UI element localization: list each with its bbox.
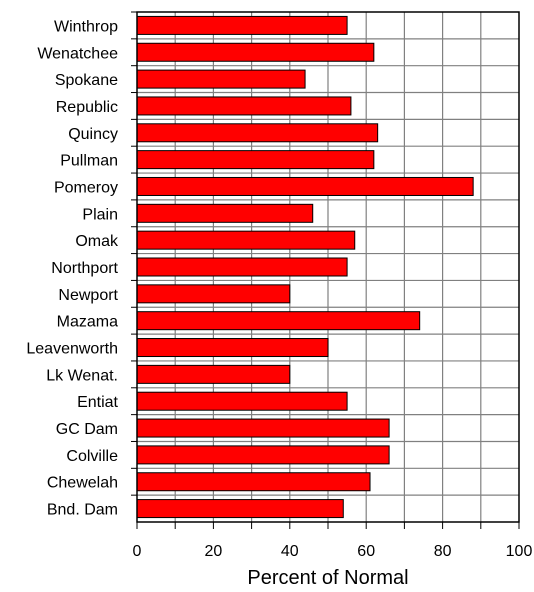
- bar: [136, 284, 291, 304]
- bar: [136, 257, 348, 277]
- bars: [136, 15, 474, 519]
- category-label: Northport: [51, 260, 118, 277]
- bar: [136, 15, 348, 35]
- x-axis-title: Percent of Normal: [247, 567, 408, 589]
- category-label: Quincy: [68, 126, 118, 143]
- category-label: Mazama: [57, 314, 118, 331]
- category-label: Republic: [56, 99, 118, 116]
- category-label: GC Dam: [56, 421, 118, 438]
- bar: [136, 123, 379, 143]
- category-label: Colville: [66, 448, 118, 465]
- bar: [136, 230, 356, 250]
- category-label: Bnd. Dam: [47, 502, 118, 519]
- category-label: Spokane: [55, 72, 118, 89]
- x-tick-label: 100: [506, 543, 533, 560]
- category-label: Omak: [75, 233, 119, 250]
- bar: [136, 96, 352, 116]
- category-label: Newport: [58, 287, 118, 304]
- bar: [136, 499, 344, 519]
- category-label: Pomeroy: [54, 179, 118, 196]
- x-tick-label: 40: [281, 543, 299, 560]
- bar: [136, 176, 474, 196]
- x-tick-label: 20: [205, 543, 223, 560]
- bar: [136, 364, 291, 384]
- x-tick-label: 0: [133, 543, 142, 560]
- category-label: Plain: [82, 206, 118, 223]
- category-label: Chewelah: [47, 475, 118, 492]
- category-label: Entiat: [77, 394, 118, 411]
- category-label: Winthrop: [54, 18, 118, 35]
- category-label: Wenatchee: [37, 45, 118, 62]
- x-tick-label: 80: [434, 543, 452, 560]
- bar: [136, 418, 390, 438]
- bar: [136, 445, 390, 465]
- category-labels: Winthrop Wenatchee Spokane Republic Quincy Pu…: [26, 11, 137, 519]
- bar: [136, 203, 314, 223]
- x-axis-ticks: 0 20 40 60 80 100: [133, 522, 533, 560]
- bar: [136, 69, 306, 89]
- bar: [136, 391, 348, 411]
- bar: [136, 42, 375, 62]
- bar: [136, 472, 371, 492]
- bar: [136, 338, 329, 358]
- category-label: Leavenworth: [26, 341, 118, 358]
- category-label: Pullman: [60, 153, 118, 170]
- category-label: Lk Wenat.: [46, 367, 118, 384]
- bar: [136, 150, 375, 170]
- x-tick-label: 60: [357, 543, 375, 560]
- bar: [136, 311, 421, 331]
